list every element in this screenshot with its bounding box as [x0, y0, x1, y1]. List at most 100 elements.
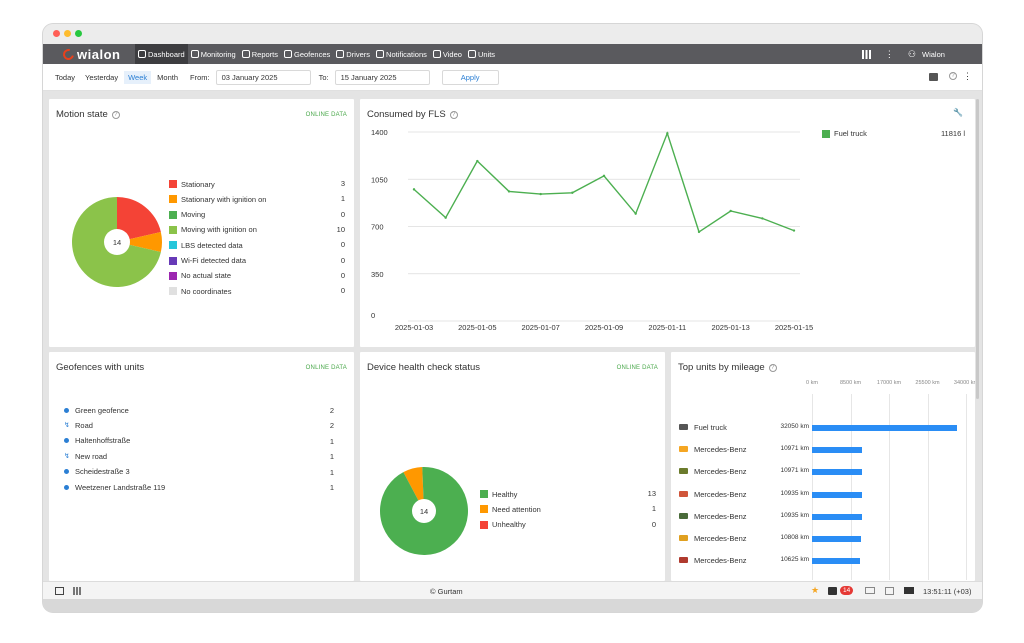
wrench-icon[interactable]: 🔧	[953, 108, 963, 117]
line-point[interactable]	[444, 216, 447, 219]
mileage-row[interactable]: Mercedes-Benz 10935 km	[679, 511, 969, 523]
notification-badge[interactable]: 14	[840, 586, 854, 595]
legend-row[interactable]: LBS detected data	[169, 240, 243, 250]
fls-legend-value: 11816 l	[940, 129, 965, 138]
period-month[interactable]: Month	[157, 72, 179, 82]
more-vertical-icon[interactable]: ⋮	[963, 71, 972, 81]
health-slice-need-attention[interactable]	[403, 467, 424, 511]
legend-row[interactable]: Need attention	[480, 504, 541, 514]
maximize-window-button[interactable]	[75, 30, 82, 37]
geofence-item[interactable]: Scheidestraße 3	[64, 466, 130, 478]
help-icon[interactable]: ?	[111, 111, 120, 119]
nav-item-drivers[interactable]: Drivers	[333, 44, 373, 64]
line-point[interactable]	[697, 230, 701, 234]
line-point[interactable]	[792, 229, 796, 232]
mileage-bar[interactable]	[812, 558, 861, 565]
mileage-row[interactable]: Mercedes-Benz 10808 km	[679, 533, 969, 545]
more-vertical-icon[interactable]: ⋮	[884, 48, 894, 59]
period-week[interactable]: Week	[124, 70, 152, 84]
geofence-item[interactable]: Haltenhoffstraße	[64, 435, 130, 447]
mail-icon[interactable]	[865, 587, 875, 594]
unit-mileage: 10625 km	[780, 556, 809, 564]
legend-count: 10	[336, 224, 345, 234]
geofence-item[interactable]: ↯ New road	[64, 450, 107, 462]
geofence-item[interactable]: ↯ Road	[64, 419, 93, 431]
legend-row[interactable]: Unhealthy	[480, 520, 526, 530]
nav-item-notifications[interactable]: Notifications	[373, 44, 430, 64]
minimize-window-button[interactable]	[64, 30, 71, 37]
nav-item-monitoring[interactable]: Monitoring	[188, 44, 239, 64]
mileage-bar[interactable]	[812, 469, 862, 476]
clock-time: 13:51:11 (+03)	[923, 587, 972, 596]
unit-name: Mercedes-Benz	[694, 445, 747, 455]
geofence-item[interactable]: Weetzener Landstraße 119	[64, 481, 165, 493]
mileage-row[interactable]: Mercedes-Benz 10935 km	[679, 489, 969, 501]
line-point[interactable]	[729, 209, 732, 213]
line-point[interactable]	[539, 192, 542, 196]
legend-label: No coordinates	[181, 286, 232, 296]
legend-row[interactable]: Moving with ignition on	[169, 225, 257, 235]
legend-row[interactable]: Healthy	[480, 489, 517, 499]
nav-item-geofences[interactable]: Geofences	[281, 44, 333, 64]
mileage-bar[interactable]	[812, 513, 862, 520]
star-icon[interactable]: ★	[811, 585, 820, 595]
line-point[interactable]	[507, 190, 511, 193]
geofence-item[interactable]: Green geofence	[64, 404, 129, 416]
nav-item-units[interactable]: Units	[465, 44, 498, 64]
apps-grid-icon[interactable]	[73, 587, 81, 595]
to-date-input[interactable]: 15 January 2025	[334, 69, 430, 85]
from-date-input[interactable]: 03 January 2025	[215, 69, 311, 85]
help-icon[interactable]: ?	[949, 72, 957, 80]
motion-slice-stationary[interactable]	[117, 197, 161, 242]
scrollbar[interactable]	[976, 99, 979, 399]
mileage-row[interactable]: Fuel truck 32050 km	[679, 422, 969, 434]
apply-button[interactable]: Apply	[441, 69, 499, 85]
route-icon: ↯	[64, 421, 70, 429]
help-icon[interactable]: ?	[768, 364, 777, 372]
line-point[interactable]	[761, 217, 764, 220]
period-today[interactable]: Today	[55, 72, 76, 82]
line-point[interactable]	[571, 191, 574, 194]
line-point[interactable]	[666, 132, 669, 135]
y-tick-label: 0	[371, 311, 375, 320]
unit-name: Mercedes-Benz	[694, 467, 747, 477]
legend-row[interactable]: Wi-Fi detected data	[169, 256, 246, 266]
nav-item-dashboard[interactable]: Dashboard	[135, 44, 188, 64]
wialon-logo[interactable]: wialon	[60, 46, 120, 62]
geofence-name: Road	[75, 420, 93, 430]
bookmark-icon[interactable]	[929, 73, 938, 81]
legend-row[interactable]: Moving	[169, 210, 205, 220]
line-point[interactable]	[412, 188, 416, 191]
image-icon[interactable]	[885, 587, 894, 595]
user-name[interactable]: Wialon	[922, 49, 945, 59]
mileage-bar[interactable]	[812, 536, 861, 542]
legend-row[interactable]: Stationary with ignition on	[169, 194, 266, 204]
axis-label: 17000 km	[876, 380, 902, 386]
legend-row[interactable]: No actual state	[169, 271, 231, 281]
close-window-button[interactable]	[53, 30, 60, 37]
nav-item-reports[interactable]: Reports	[239, 44, 281, 64]
mileage-row[interactable]: Mercedes-Benz 10971 km	[679, 466, 969, 478]
mileage-bar[interactable]	[812, 425, 958, 431]
apps-grid-icon[interactable]	[861, 49, 871, 59]
help-icon[interactable]: ?	[449, 111, 458, 119]
period-yesterday[interactable]: Yesterday	[85, 72, 119, 82]
mileage-bar[interactable]	[812, 491, 862, 498]
line-point[interactable]	[602, 174, 606, 178]
panel-toggle-icon[interactable]	[55, 587, 64, 595]
motion-slice-stationary-with-ignition-on[interactable]	[117, 231, 162, 253]
mileage-row[interactable]: Mercedes-Benz 10625 km	[679, 555, 969, 567]
y-tick-label: 1050	[371, 175, 388, 184]
line-point[interactable]	[476, 159, 479, 163]
messages-icon[interactable]	[828, 587, 837, 595]
legend-row[interactable]: No coordinates	[169, 286, 231, 296]
fls-legend: Fuel truck	[822, 129, 867, 138]
legend-row[interactable]: Stationary	[169, 179, 215, 189]
user-icon[interactable]: ⚇	[907, 48, 916, 59]
nav-item-video[interactable]: Video	[430, 44, 465, 64]
mileage-bar[interactable]	[812, 447, 862, 454]
line-point[interactable]	[634, 212, 637, 215]
monitor-icon[interactable]	[904, 587, 914, 594]
mileage-row[interactable]: Mercedes-Benz 10971 km	[679, 444, 969, 456]
copyright: © Gurtam	[430, 587, 463, 596]
